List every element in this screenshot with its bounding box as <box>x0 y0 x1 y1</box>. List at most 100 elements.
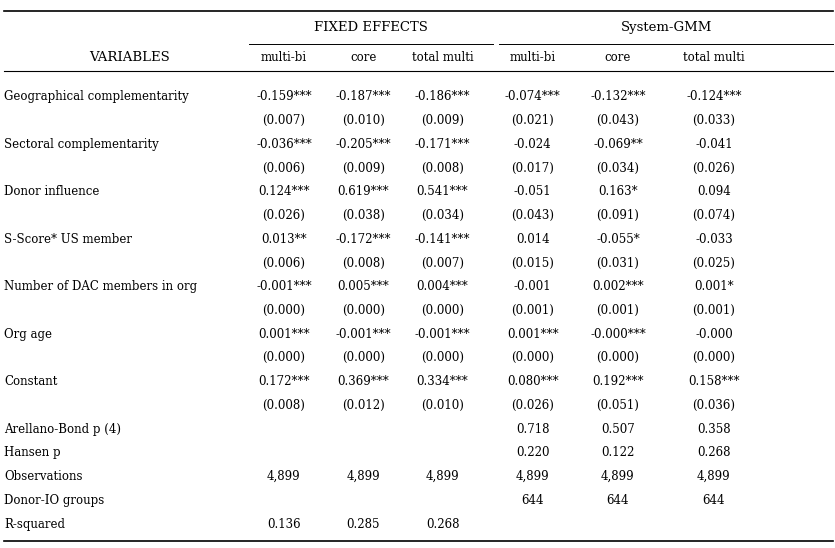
Text: 4,899: 4,899 <box>347 470 380 483</box>
Text: 0.220: 0.220 <box>516 447 549 459</box>
Text: (0.043): (0.043) <box>596 114 640 127</box>
Text: -0.074***: -0.074*** <box>505 90 560 104</box>
Text: R-squared: R-squared <box>4 517 65 530</box>
Text: (0.001): (0.001) <box>511 304 554 317</box>
Text: (0.074): (0.074) <box>692 209 736 222</box>
Text: 644: 644 <box>522 494 544 507</box>
Text: -0.051: -0.051 <box>514 185 552 198</box>
Text: (0.017): (0.017) <box>511 162 554 174</box>
Text: 0.172***: 0.172*** <box>258 375 310 388</box>
Text: (0.009): (0.009) <box>421 114 464 127</box>
Text: (0.008): (0.008) <box>262 399 306 412</box>
Text: (0.038): (0.038) <box>342 209 385 222</box>
Text: (0.007): (0.007) <box>421 256 464 270</box>
Text: Sectoral complementarity: Sectoral complementarity <box>4 138 159 151</box>
Text: core: core <box>350 51 377 64</box>
Text: 0.619***: 0.619*** <box>337 185 389 198</box>
Text: 0.094: 0.094 <box>697 185 731 198</box>
Text: (0.012): (0.012) <box>342 399 385 412</box>
Text: (0.000): (0.000) <box>511 351 554 364</box>
Text: -0.000***: -0.000*** <box>590 328 645 341</box>
Text: (0.034): (0.034) <box>421 209 464 222</box>
Text: -0.124***: -0.124*** <box>686 90 741 104</box>
Text: -0.055*: -0.055* <box>596 233 640 246</box>
Text: multi-bi: multi-bi <box>261 51 307 64</box>
Text: (0.001): (0.001) <box>692 304 736 317</box>
Text: 4,899: 4,899 <box>601 470 635 483</box>
Text: 0.136: 0.136 <box>267 517 301 530</box>
Text: 0.122: 0.122 <box>601 447 635 459</box>
Text: 0.005***: 0.005*** <box>337 280 389 293</box>
Text: (0.008): (0.008) <box>342 256 385 270</box>
Text: (0.043): (0.043) <box>511 209 554 222</box>
Text: 4,899: 4,899 <box>516 470 549 483</box>
Text: 0.358: 0.358 <box>697 423 731 436</box>
Text: FIXED EFFECTS: FIXED EFFECTS <box>314 21 428 34</box>
Text: -0.187***: -0.187*** <box>336 90 391 104</box>
Text: -0.036***: -0.036*** <box>256 138 311 151</box>
Text: (0.051): (0.051) <box>596 399 640 412</box>
Text: -0.172***: -0.172*** <box>336 233 391 246</box>
Text: (0.000): (0.000) <box>342 304 385 317</box>
Text: (0.025): (0.025) <box>692 256 736 270</box>
Text: (0.026): (0.026) <box>262 209 306 222</box>
Text: 0.001*: 0.001* <box>694 280 734 293</box>
Text: (0.000): (0.000) <box>421 351 464 364</box>
Text: 0.285: 0.285 <box>347 517 380 530</box>
Text: Observations: Observations <box>4 470 83 483</box>
Text: (0.031): (0.031) <box>596 256 640 270</box>
Text: -0.141***: -0.141*** <box>415 233 470 246</box>
Text: -0.001***: -0.001*** <box>415 328 470 341</box>
Text: 0.268: 0.268 <box>697 447 731 459</box>
Text: (0.021): (0.021) <box>511 114 554 127</box>
Text: 0.158***: 0.158*** <box>688 375 740 388</box>
Text: (0.010): (0.010) <box>342 114 385 127</box>
Text: (0.015): (0.015) <box>511 256 554 270</box>
Text: 4,899: 4,899 <box>426 470 459 483</box>
Text: 0.334***: 0.334*** <box>417 375 468 388</box>
Text: S-Score* US member: S-Score* US member <box>4 233 132 246</box>
Text: 0.163*: 0.163* <box>598 185 638 198</box>
Text: total multi: total multi <box>683 51 745 64</box>
Text: -0.024: -0.024 <box>514 138 552 151</box>
Text: (0.000): (0.000) <box>342 351 385 364</box>
Text: -0.001***: -0.001*** <box>256 280 311 293</box>
Text: Donor influence: Donor influence <box>4 185 99 198</box>
Text: 0.001***: 0.001*** <box>258 328 310 341</box>
Text: 0.004***: 0.004*** <box>417 280 468 293</box>
Text: (0.001): (0.001) <box>596 304 640 317</box>
Text: -0.132***: -0.132*** <box>590 90 645 104</box>
Text: Constant: Constant <box>4 375 58 388</box>
Text: core: core <box>605 51 631 64</box>
Text: Number of DAC members in org: Number of DAC members in org <box>4 280 197 293</box>
Text: Org age: Org age <box>4 328 52 341</box>
Text: -0.205***: -0.205*** <box>336 138 391 151</box>
Text: (0.000): (0.000) <box>421 304 464 317</box>
Text: -0.159***: -0.159*** <box>256 90 311 104</box>
Text: 0.268: 0.268 <box>426 517 459 530</box>
Text: -0.186***: -0.186*** <box>415 90 470 104</box>
Text: 0.507: 0.507 <box>601 423 635 436</box>
Text: -0.000: -0.000 <box>695 328 733 341</box>
Text: (0.026): (0.026) <box>511 399 554 412</box>
Text: 4,899: 4,899 <box>267 470 301 483</box>
Text: Donor-IO groups: Donor-IO groups <box>4 494 104 507</box>
Text: 0.013**: 0.013** <box>261 233 306 246</box>
Text: 4,899: 4,899 <box>697 470 731 483</box>
Text: Hansen p: Hansen p <box>4 447 61 459</box>
Text: 644: 644 <box>607 494 629 507</box>
Text: Arellano-Bond p (4): Arellano-Bond p (4) <box>4 423 121 436</box>
Text: total multi: total multi <box>412 51 473 64</box>
Text: (0.000): (0.000) <box>262 304 306 317</box>
Text: (0.036): (0.036) <box>692 399 736 412</box>
Text: 644: 644 <box>703 494 725 507</box>
Text: (0.000): (0.000) <box>262 351 306 364</box>
Text: (0.006): (0.006) <box>262 256 306 270</box>
Text: 0.014: 0.014 <box>516 233 549 246</box>
Text: multi-bi: multi-bi <box>509 51 556 64</box>
Text: 0.124***: 0.124*** <box>258 185 310 198</box>
Text: 0.718: 0.718 <box>516 423 549 436</box>
Text: Geographical complementarity: Geographical complementarity <box>4 90 189 104</box>
Text: 0.002***: 0.002*** <box>592 280 644 293</box>
Text: -0.033: -0.033 <box>695 233 733 246</box>
